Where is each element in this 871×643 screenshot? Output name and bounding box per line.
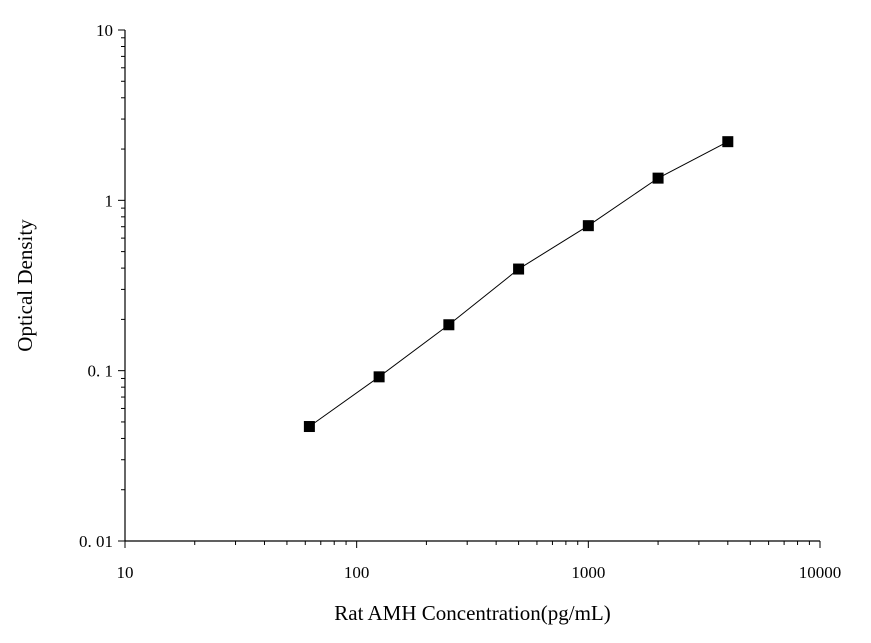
data-point-marker [582, 220, 594, 232]
y-tick-label: 0. 1 [88, 362, 114, 381]
x-tick-label: 10000 [799, 563, 842, 582]
y-axis-tick-labels: 0. 01 0. 1 1 10 [79, 21, 113, 551]
series-layer [303, 136, 734, 433]
data-point-marker [373, 371, 385, 383]
data-point-marker [722, 136, 734, 148]
x-axis-tick-labels: 10 100 1000 10000 [117, 563, 842, 582]
data-point-marker [443, 319, 455, 331]
x-axis-ticks [124, 541, 821, 548]
series-line [309, 141, 729, 427]
x-tick-label: 1000 [571, 563, 605, 582]
data-point-marker [513, 263, 525, 275]
x-axis-title: Rat AMH Concentration(pg/mL) [334, 601, 610, 625]
data-point-marker [303, 421, 315, 433]
axes [124, 30, 820, 542]
y-tick-label: 1 [105, 191, 114, 210]
y-tick-label: 0. 01 [79, 532, 113, 551]
y-axis-title: Optical Density [13, 219, 37, 352]
x-tick-label: 10 [117, 563, 134, 582]
y-axis-ticks [118, 29, 125, 542]
x-tick-label: 100 [344, 563, 370, 582]
data-point-marker [652, 172, 664, 184]
y-tick-label: 10 [96, 21, 113, 40]
